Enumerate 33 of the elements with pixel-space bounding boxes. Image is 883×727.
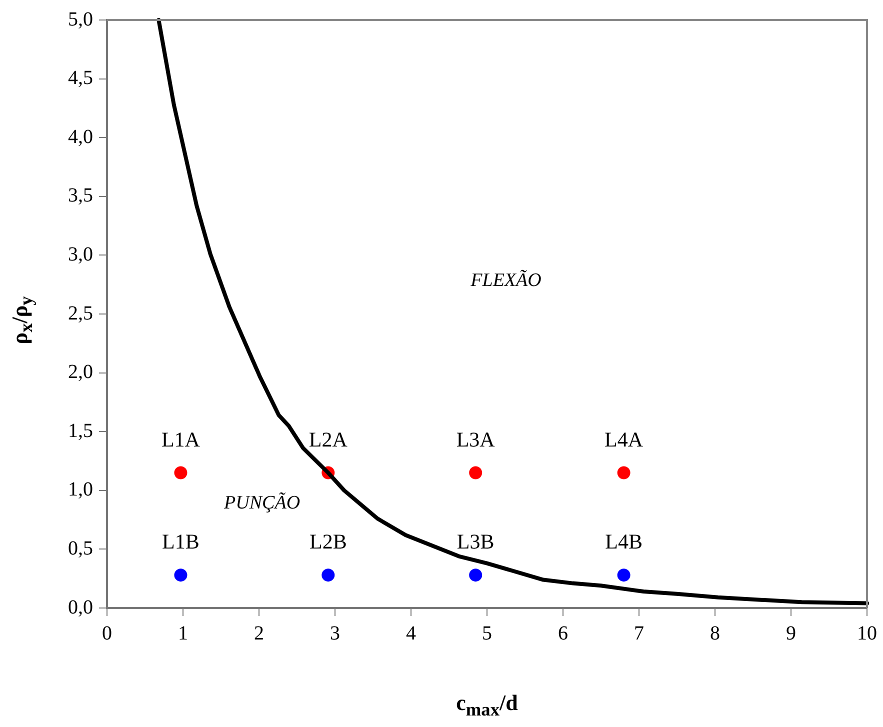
- annotation: L1B: [162, 530, 200, 554]
- annotation: L1A: [161, 427, 201, 452]
- x-tick-label: 7: [634, 622, 644, 644]
- y-tick-label: 1,5: [68, 420, 93, 442]
- x-tick-label: 9: [786, 622, 796, 644]
- x-tick-label: 5: [482, 622, 492, 644]
- y-tick-label: 5,0: [68, 8, 93, 30]
- annotation: PUNÇÃO: [223, 491, 300, 514]
- x-tick-label: 0: [102, 622, 112, 644]
- annotation: L4B: [605, 530, 642, 554]
- x-axis-title: c$_{max}$/d: [455, 690, 519, 720]
- annotation: FLEXÃO: [470, 269, 542, 292]
- annotation: L4A: [604, 427, 644, 452]
- x-tick-label: 2: [254, 622, 264, 644]
- y-tick-label: 0,0: [68, 596, 93, 618]
- y-tick-label: 4,0: [68, 126, 93, 148]
- y-tick-label: 0,5: [68, 537, 93, 560]
- x-tick-label: 8: [710, 622, 720, 644]
- x-tick-label: 10: [857, 622, 877, 644]
- annotation: L3A: [456, 427, 496, 452]
- x-tick-label: 1: [178, 622, 188, 644]
- annotation: L3B: [456, 530, 494, 554]
- y-tick-label: 2,0: [68, 361, 93, 384]
- y-tick-label: 2,5: [68, 302, 93, 324]
- y-tick-label: 3,5: [68, 184, 93, 207]
- y-tick-label: 1,0: [68, 478, 93, 501]
- x-tick-label: 4: [406, 622, 416, 644]
- y-tick-label: 4,5: [68, 67, 93, 90]
- x-tick-label: 6: [558, 622, 568, 644]
- annotation: L2A: [308, 427, 348, 452]
- y-tick-label: 3,0: [68, 243, 93, 266]
- x-tick-label: 3: [330, 622, 340, 644]
- annotation: L2B: [309, 530, 347, 554]
